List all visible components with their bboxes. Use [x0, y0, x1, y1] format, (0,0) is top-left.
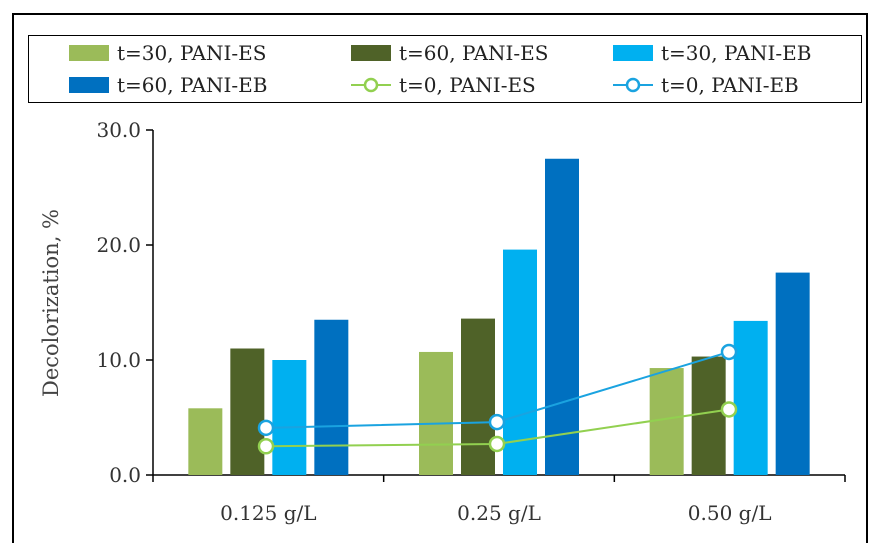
y-tick-label: 30.0 [96, 118, 141, 142]
bar [461, 318, 495, 475]
legend-line-marker [613, 77, 653, 93]
x-tick-label: 0.50 g/L [688, 501, 772, 525]
x-tick-label: 0.125 g/L [220, 501, 316, 525]
legend-label: t=0, PANI-EB [661, 73, 799, 97]
legend: t=30, PANI-ES t=60, PANI-ES t=30, PANI-E… [28, 35, 862, 103]
bar [503, 249, 537, 475]
x-tick-label: 0.25 g/L [457, 501, 541, 525]
bar [419, 351, 453, 475]
legend-item-t60-pani-es: t=60, PANI-ES [351, 40, 548, 66]
data-point [488, 413, 506, 431]
y-axis-title: Decolorization, % [39, 209, 63, 397]
y-tick-label: 0.0 [109, 463, 141, 487]
bar [188, 408, 223, 475]
legend-item-t30-pani-es: t=30, PANI-ES [69, 40, 266, 66]
data-point [720, 401, 738, 418]
bar [775, 272, 810, 475]
axes: 0.0 10.0 20.0 30.0 0.125 g/L 0.25 g/L 0.50 g/L [96, 118, 846, 525]
bars [188, 158, 810, 475]
legend-swatch [69, 77, 109, 93]
y-tick-label: 20.0 [96, 233, 141, 257]
data-point [257, 419, 275, 437]
legend-item-t30-pani-eb: t=30, PANI-EB [613, 40, 811, 66]
bar [230, 348, 265, 475]
y-tick-label: 10.0 [96, 348, 141, 372]
bar [314, 319, 349, 475]
legend-swatch [351, 45, 391, 61]
bar [649, 368, 684, 475]
data-point [720, 343, 738, 361]
bar [691, 356, 726, 475]
data-point [257, 438, 275, 455]
bar [272, 360, 307, 475]
legend-swatch [69, 45, 109, 61]
bar [545, 158, 579, 475]
lines [257, 343, 738, 455]
bar [733, 320, 768, 475]
chart-frame [12, 13, 868, 543]
data-point [488, 435, 506, 453]
legend-swatch [613, 45, 653, 61]
legend-label: t=30, PANI-ES [117, 41, 267, 65]
legend-item-t0-pani-es: t=0, PANI-ES [351, 72, 536, 98]
legend-item-t0-pani-eb: t=0, PANI-EB [613, 72, 799, 98]
legend-label: t=0, PANI-ES [399, 73, 536, 97]
legend-item-t60-pani-eb: t=60, PANI-EB [69, 72, 267, 98]
legend-line-marker [351, 77, 391, 93]
legend-label: t=60, PANI-EB [117, 73, 268, 97]
legend-label: t=60, PANI-ES [399, 41, 549, 65]
legend-label: t=30, PANI-EB [661, 41, 812, 65]
